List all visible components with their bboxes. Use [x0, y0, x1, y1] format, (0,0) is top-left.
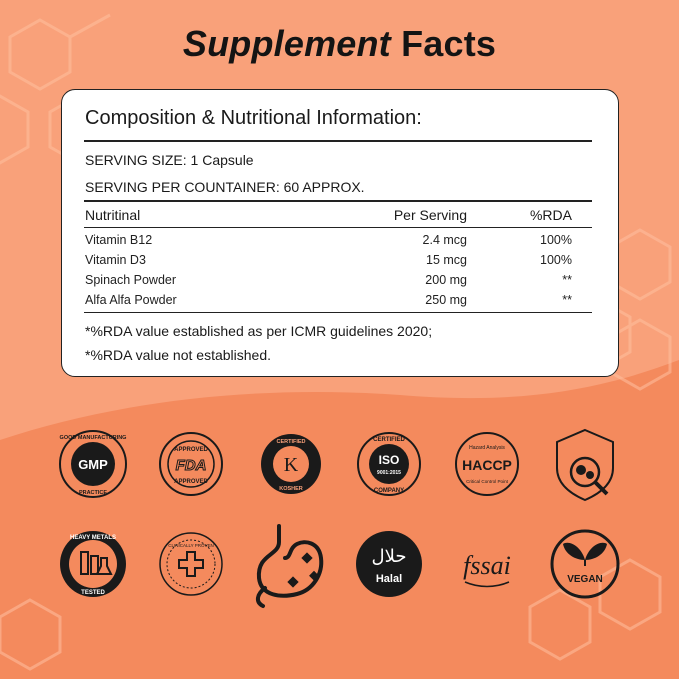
- iso-sub: 9001:2015: [377, 470, 401, 476]
- stomach-icon: [256, 524, 324, 608]
- row-name: Alfa Alfa Powder: [85, 293, 177, 307]
- haccp-bottom: Critical Control Point: [466, 479, 509, 484]
- title-bold: Facts: [401, 23, 497, 64]
- fda-bottom: APPROVED: [174, 479, 208, 485]
- heavy-metals-badge: HEAVY METALS TESTED: [60, 531, 126, 597]
- heavy-metals-bottom: TESTED: [81, 590, 105, 596]
- microscope-capsule-icon: [556, 428, 614, 502]
- iso-center: ISO: [379, 453, 400, 467]
- page-title: Supplement Facts: [0, 22, 679, 66]
- fda-top: APPROVED: [174, 447, 208, 453]
- row-name: Vitamin B12: [85, 233, 153, 247]
- supplement-facts-card: Composition & Nutritional Information: S…: [61, 89, 619, 377]
- fda-center: FDA: [176, 457, 207, 474]
- gmp-center: GMP: [78, 457, 108, 472]
- card-heading: Composition & Nutritional Information:: [85, 107, 422, 129]
- row-rda: 100%: [540, 233, 572, 247]
- haccp-badge: HACCP Hazard Analysis Critical Control P…: [455, 432, 519, 496]
- column-header-per-serving: Per Serving: [393, 207, 467, 223]
- iso-bottom: COMPANY: [374, 488, 404, 494]
- serving-per-container: SERVING PER COUNTAINER: 60 APPROX.: [85, 179, 365, 195]
- vegan-label: VEGAN: [567, 574, 603, 585]
- gmp-bottom: PRACTICE: [79, 490, 107, 496]
- serving-size: SERVING SIZE: 1 Capsule: [85, 152, 254, 168]
- kosher-top: CERTIFIED: [276, 439, 305, 445]
- column-header-rda: %RDA: [529, 207, 572, 223]
- gmp-top: GOOD MANUFACTURING: [60, 435, 127, 441]
- clinically-proven-badge: CLINICALLY PROVEN: [159, 532, 223, 596]
- kosher-bottom: KOSHER: [279, 486, 303, 492]
- iso-badge: ISO 9001:2015 CERTIFIED COMPANY: [357, 432, 421, 496]
- row-per-serving: 2.4 mcg: [422, 233, 467, 247]
- iso-top: CERTIFIED: [373, 437, 405, 443]
- divider: [84, 200, 592, 202]
- footnote-not-established: *%RDA value not established.: [85, 347, 271, 363]
- halal-label: Halal: [376, 573, 402, 585]
- row-name: Vitamin D3: [85, 253, 146, 267]
- row-rda: **: [562, 273, 572, 287]
- fssai-label: fssai: [463, 551, 511, 580]
- kosher-center: K: [284, 454, 299, 476]
- column-header-nutrient: Nutritinal: [85, 207, 141, 223]
- clinically-proven-top: CLINICALLY PROVEN: [168, 543, 214, 548]
- divider: [84, 312, 592, 313]
- gmp-badge: GMP GOOD MANUFACTURING PRACTICE: [59, 430, 127, 498]
- footnote-established: *%RDA value established as per ICMR guid…: [85, 323, 433, 339]
- fda-badge: FDA APPROVED APPROVED: [159, 432, 223, 496]
- row-per-serving: 200 mg: [425, 273, 467, 287]
- row-name: Spinach Powder: [85, 273, 177, 287]
- row-rda: 100%: [540, 253, 572, 267]
- haccp-center: HACCP: [462, 457, 512, 473]
- vegan-badge: VEGAN: [550, 529, 620, 599]
- title-italic: Supplement: [182, 23, 391, 64]
- kosher-badge: K CERTIFIED KOSHER: [261, 434, 321, 494]
- halal-badge: حلال Halal: [356, 531, 422, 597]
- haccp-top: Hazard Analysis: [469, 445, 505, 451]
- divider: [84, 140, 592, 142]
- row-rda: **: [562, 293, 572, 307]
- halal-arabic: حلال: [372, 546, 407, 567]
- divider: [84, 227, 592, 228]
- row-per-serving: 250 mg: [425, 293, 467, 307]
- heavy-metals-top: HEAVY METALS: [70, 535, 116, 541]
- fssai-logo: fssai: [463, 551, 511, 588]
- row-per-serving: 15 mcg: [426, 253, 467, 267]
